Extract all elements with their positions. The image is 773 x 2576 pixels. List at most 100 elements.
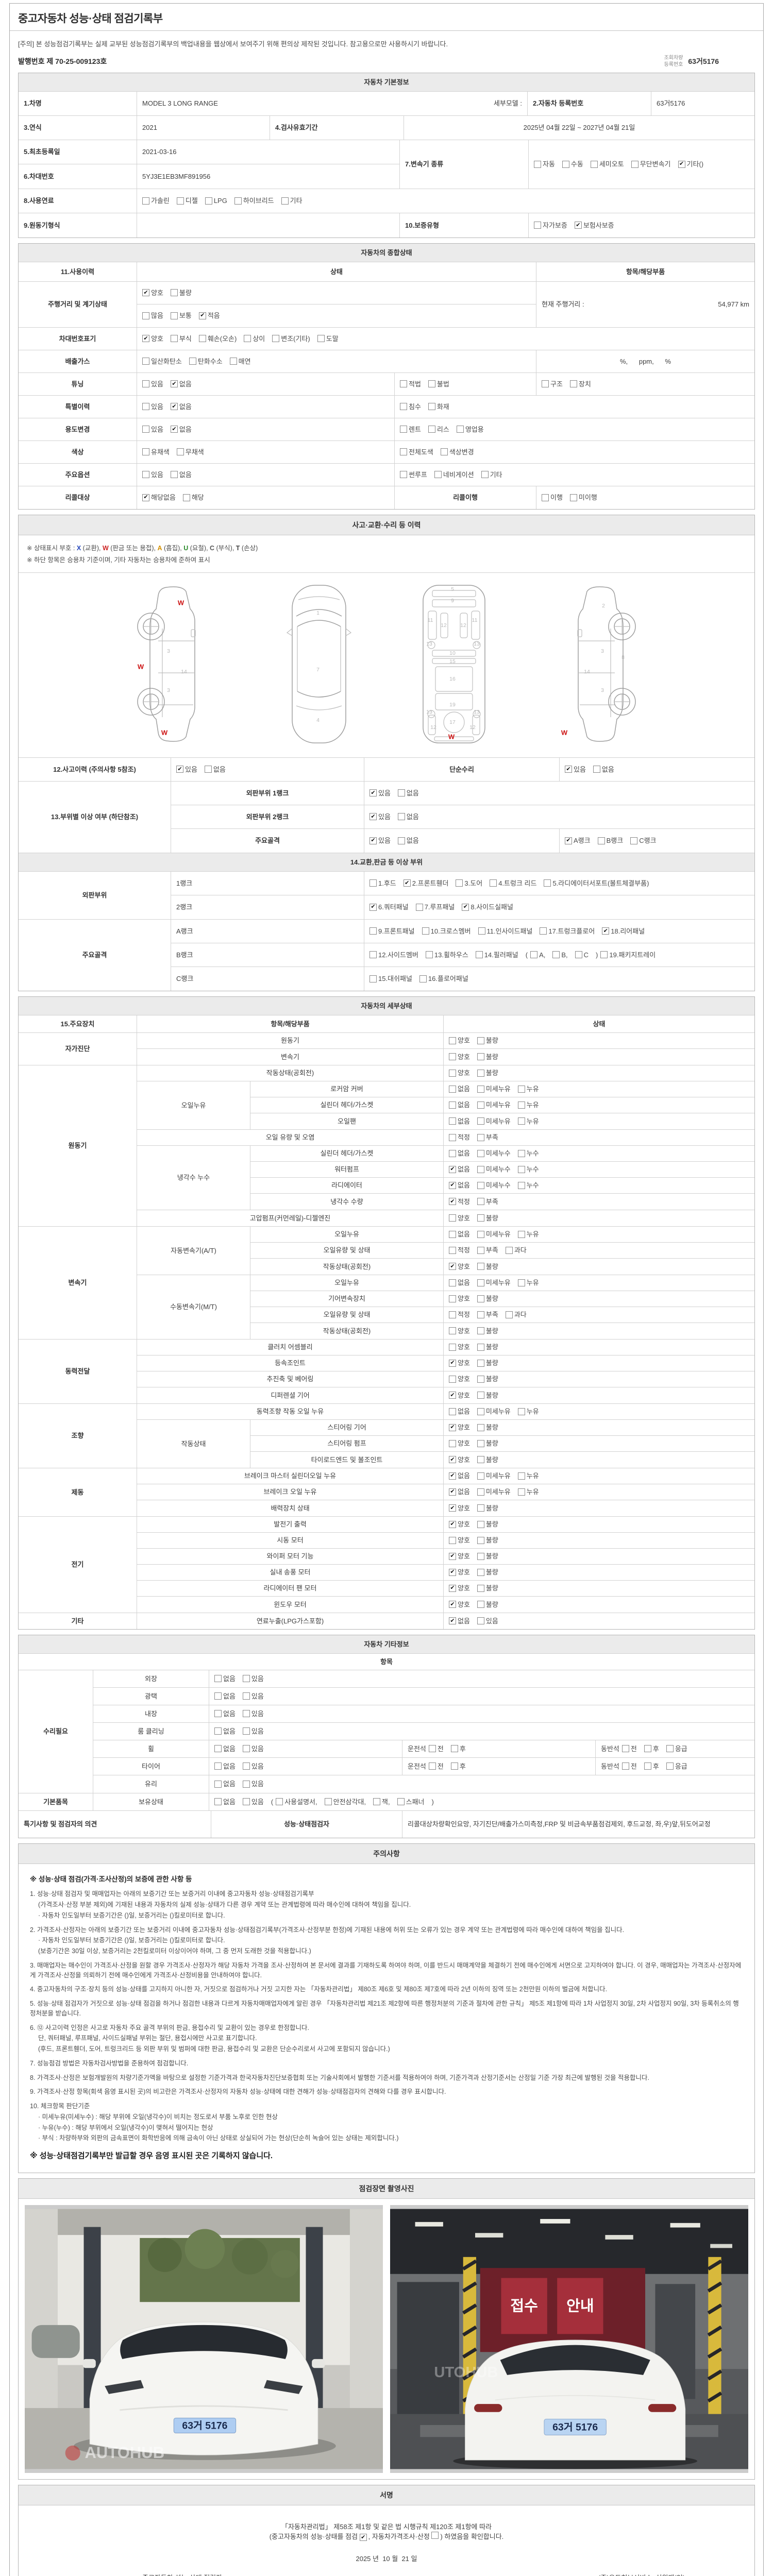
checkbox[interactable] xyxy=(276,1798,283,1806)
checkbox[interactable] xyxy=(415,903,423,911)
checkbox-option[interactable]: 매연 xyxy=(229,357,251,366)
checkbox-option[interactable]: B랭크 xyxy=(597,836,623,845)
checkbox-option[interactable]: 적정 xyxy=(449,1133,470,1142)
checkbox[interactable] xyxy=(600,951,608,959)
checkbox-option[interactable]: 부족 xyxy=(477,1133,498,1142)
checkbox[interactable] xyxy=(440,448,448,456)
checkbox-option[interactable]: 수동 xyxy=(562,160,583,169)
checkbox-option[interactable]: ✔ 양호 xyxy=(449,1391,470,1400)
checkbox-option[interactable]: 부족 xyxy=(477,1246,498,1255)
checkbox[interactable] xyxy=(478,927,485,935)
checkbox-option[interactable]: 있음 xyxy=(242,1744,264,1754)
checkbox[interactable] xyxy=(449,1295,456,1302)
checkbox[interactable] xyxy=(425,951,433,959)
checkbox-option[interactable]: 누유 xyxy=(517,1407,539,1416)
checkbox-option[interactable]: ✔ 있음 xyxy=(176,765,197,774)
checkbox-option[interactable]: 11.인사이드패널 xyxy=(478,927,532,936)
checkbox-option[interactable]: ✔ 양호 xyxy=(449,1520,470,1529)
checkbox-option[interactable]: ✔ 양호 xyxy=(449,1423,470,1432)
checkbox[interactable] xyxy=(593,766,600,773)
checkbox-option[interactable]: 4.트렁크 리드 xyxy=(490,879,536,888)
checkbox-option[interactable]: 없음 xyxy=(214,1762,236,1771)
checkbox[interactable] xyxy=(198,335,206,343)
checkbox[interactable] xyxy=(552,951,560,959)
checkbox-option[interactable]: C xyxy=(575,951,589,960)
checkbox[interactable] xyxy=(242,1710,250,1718)
checkbox[interactable] xyxy=(569,380,577,388)
checkbox[interactable] xyxy=(517,1488,525,1496)
checkbox-option[interactable]: 스패너 xyxy=(397,1798,425,1807)
checkbox[interactable] xyxy=(456,426,464,433)
checkbox-option[interactable]: 없음 xyxy=(449,1100,470,1110)
checkbox[interactable] xyxy=(477,1117,484,1125)
checkbox-option[interactable]: B, xyxy=(552,951,568,960)
checkbox-option[interactable]: 14.필러패널 xyxy=(475,951,518,960)
checkbox-option[interactable]: 전 xyxy=(621,1762,637,1771)
checkbox-option[interactable]: 불량 xyxy=(477,1053,498,1062)
checkbox-option[interactable]: 침수 xyxy=(400,402,421,412)
checkbox[interactable] xyxy=(644,1762,651,1770)
checkbox[interactable] xyxy=(449,1536,456,1544)
checkbox[interactable] xyxy=(449,1408,456,1415)
checkbox-option[interactable]: 5.라디에이터서포트(볼트체결부품) xyxy=(544,879,649,888)
checkbox[interactable] xyxy=(176,448,184,456)
checkbox[interactable] xyxy=(477,1359,484,1367)
checkbox-option[interactable]: 전 xyxy=(621,1744,637,1754)
checkbox[interactable] xyxy=(214,1727,222,1735)
checkbox[interactable] xyxy=(242,1780,250,1788)
checkbox-option[interactable]: 응급 xyxy=(666,1762,687,1771)
checkbox-option[interactable]: ✔ 없음 xyxy=(449,1165,470,1174)
checkbox-option[interactable]: ✔ 적음 xyxy=(198,311,220,320)
checkbox[interactable] xyxy=(475,951,483,959)
checkbox-option[interactable]: 변조(기타) xyxy=(272,334,310,344)
checkbox[interactable] xyxy=(428,1745,436,1753)
checkbox-option[interactable]: 누수 xyxy=(517,1165,539,1174)
checkbox-option[interactable]: 17.트렁크플로어 xyxy=(540,927,595,936)
checkbox-option[interactable]: ✔ 없음 xyxy=(170,425,192,434)
checkbox[interactable] xyxy=(477,1456,484,1464)
checkbox[interactable] xyxy=(170,335,178,343)
checkbox[interactable] xyxy=(397,1798,405,1806)
checkbox-option[interactable]: ✔ 있음 xyxy=(565,765,586,774)
checkbox-option[interactable]: 불량 xyxy=(477,1375,498,1384)
checkbox-option[interactable]: ✔ A랭크 xyxy=(565,836,591,845)
checkbox-option[interactable]: 있음 xyxy=(242,1798,264,1807)
checkbox-option[interactable]: 없음 xyxy=(214,1692,236,1701)
checkbox-option[interactable]: 불량 xyxy=(477,1552,498,1561)
checkbox[interactable] xyxy=(477,1295,484,1302)
checkbox[interactable] xyxy=(505,1311,513,1318)
checkbox[interactable]: ✔ xyxy=(449,1392,456,1399)
checkbox[interactable] xyxy=(142,471,149,479)
checkbox-option[interactable]: ✔ 양호 xyxy=(142,334,163,344)
checkbox[interactable] xyxy=(517,1472,525,1480)
checkbox[interactable] xyxy=(242,1692,250,1700)
checkbox[interactable]: ✔ xyxy=(170,426,178,433)
checkbox[interactable] xyxy=(449,1375,456,1383)
checkbox-option[interactable]: 가솔린 xyxy=(142,196,170,206)
checkbox[interactable] xyxy=(631,160,638,168)
checkbox-option[interactable]: 불량 xyxy=(477,1504,498,1513)
checkbox-option[interactable]: 후 xyxy=(450,1744,466,1754)
checkbox[interactable] xyxy=(477,1198,484,1206)
checkbox-option[interactable]: 세미오토 xyxy=(590,160,624,169)
checkbox-option[interactable]: 양호 xyxy=(449,1439,470,1448)
checkbox-option[interactable]: 불량 xyxy=(477,1343,498,1352)
checkbox-option[interactable]: 양호 xyxy=(449,1536,470,1545)
checkbox-option[interactable]: ✔ 기타() xyxy=(678,160,703,169)
checkbox-option[interactable]: 리스 xyxy=(428,425,449,434)
checkbox-option[interactable]: 부족 xyxy=(477,1310,498,1319)
checkbox[interactable]: ✔ xyxy=(449,1568,456,1576)
checkbox-option[interactable]: 미세누수 xyxy=(477,1149,511,1158)
checkbox-option[interactable]: ✔ 양호 xyxy=(449,1552,470,1561)
inspection-done-checkbox[interactable]: ✔ xyxy=(359,2534,367,2541)
checkbox[interactable] xyxy=(449,1101,456,1109)
checkbox-option[interactable]: ✔ 양호 xyxy=(142,289,163,298)
checkbox[interactable] xyxy=(400,403,407,411)
checkbox-option[interactable]: 해당 xyxy=(182,493,204,502)
checkbox-option[interactable]: ✔ 양호 xyxy=(449,1359,470,1368)
checkbox-option[interactable]: 불량 xyxy=(477,1584,498,1593)
checkbox-option[interactable]: 불량 xyxy=(170,289,192,298)
checkbox[interactable] xyxy=(517,1085,525,1093)
checkbox[interactable] xyxy=(477,1181,484,1189)
checkbox-option[interactable]: 13.휠하우스 xyxy=(425,951,468,960)
